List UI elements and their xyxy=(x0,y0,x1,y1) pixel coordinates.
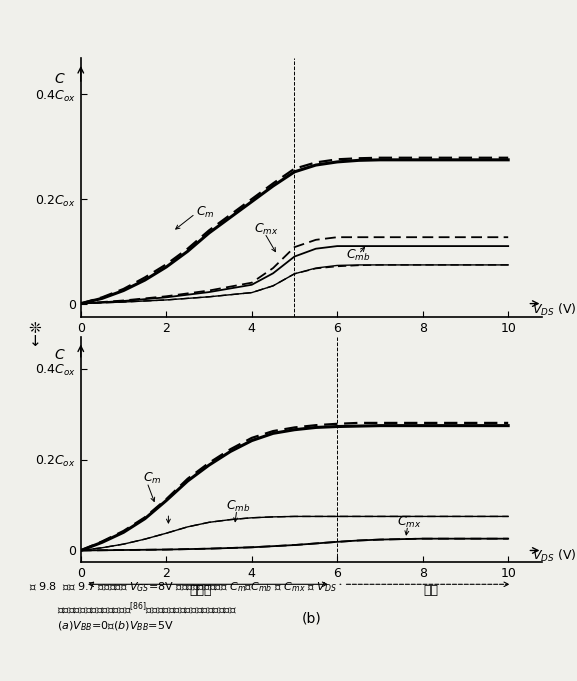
Text: $V_{DS}$ (V): $V_{DS}$ (V) xyxy=(531,302,576,318)
Text: 饱和: 饱和 xyxy=(394,343,409,355)
Text: $C_{mb}$: $C_{mb}$ xyxy=(346,248,370,263)
Text: (a): (a) xyxy=(302,374,321,387)
Text: 图 9.8  对图 9.7 的器件，当 $V_{GS}$=8V 时，小信号转移电容 $C_m$，$C_{mb}$ 和 $C_{mx}$ 与 $V_{DS}$: 图 9.8 对图 9.7 的器件，当 $V_{GS}$=8V 时，小信号转移电容… xyxy=(29,580,337,594)
Text: C: C xyxy=(55,72,64,86)
Text: ❊: ❊ xyxy=(29,321,42,336)
Text: 非饱和: 非饱和 xyxy=(189,584,212,597)
Text: $(a)V_{BB}$=0；$(b)V_{BB}$=5V: $(a)V_{BB}$=0；$(b)V_{BB}$=5V xyxy=(29,620,174,633)
Text: 非饱和: 非饱和 xyxy=(163,343,186,355)
Text: $C_{mx}$: $C_{mx}$ xyxy=(254,222,278,237)
Text: 饱和: 饱和 xyxy=(424,584,439,597)
Text: $C_{mb}$: $C_{mb}$ xyxy=(226,498,250,513)
Text: ↓: ↓ xyxy=(29,334,42,349)
Text: $C_{mx}$: $C_{mx}$ xyxy=(397,515,422,530)
Text: $C_m$: $C_m$ xyxy=(196,204,215,220)
Text: 的关系曲线。实线：精确模型$^{[86]}$；虚线：本节中所介绍的简单模型。: 的关系曲线。实线：精确模型$^{[86]}$；虚线：本节中所介绍的简单模型。 xyxy=(29,601,237,617)
Text: (b): (b) xyxy=(302,612,321,625)
Text: $C_m$: $C_m$ xyxy=(143,471,162,486)
Text: $V_{DS}$ (V): $V_{DS}$ (V) xyxy=(531,548,576,564)
Text: C: C xyxy=(55,348,64,362)
